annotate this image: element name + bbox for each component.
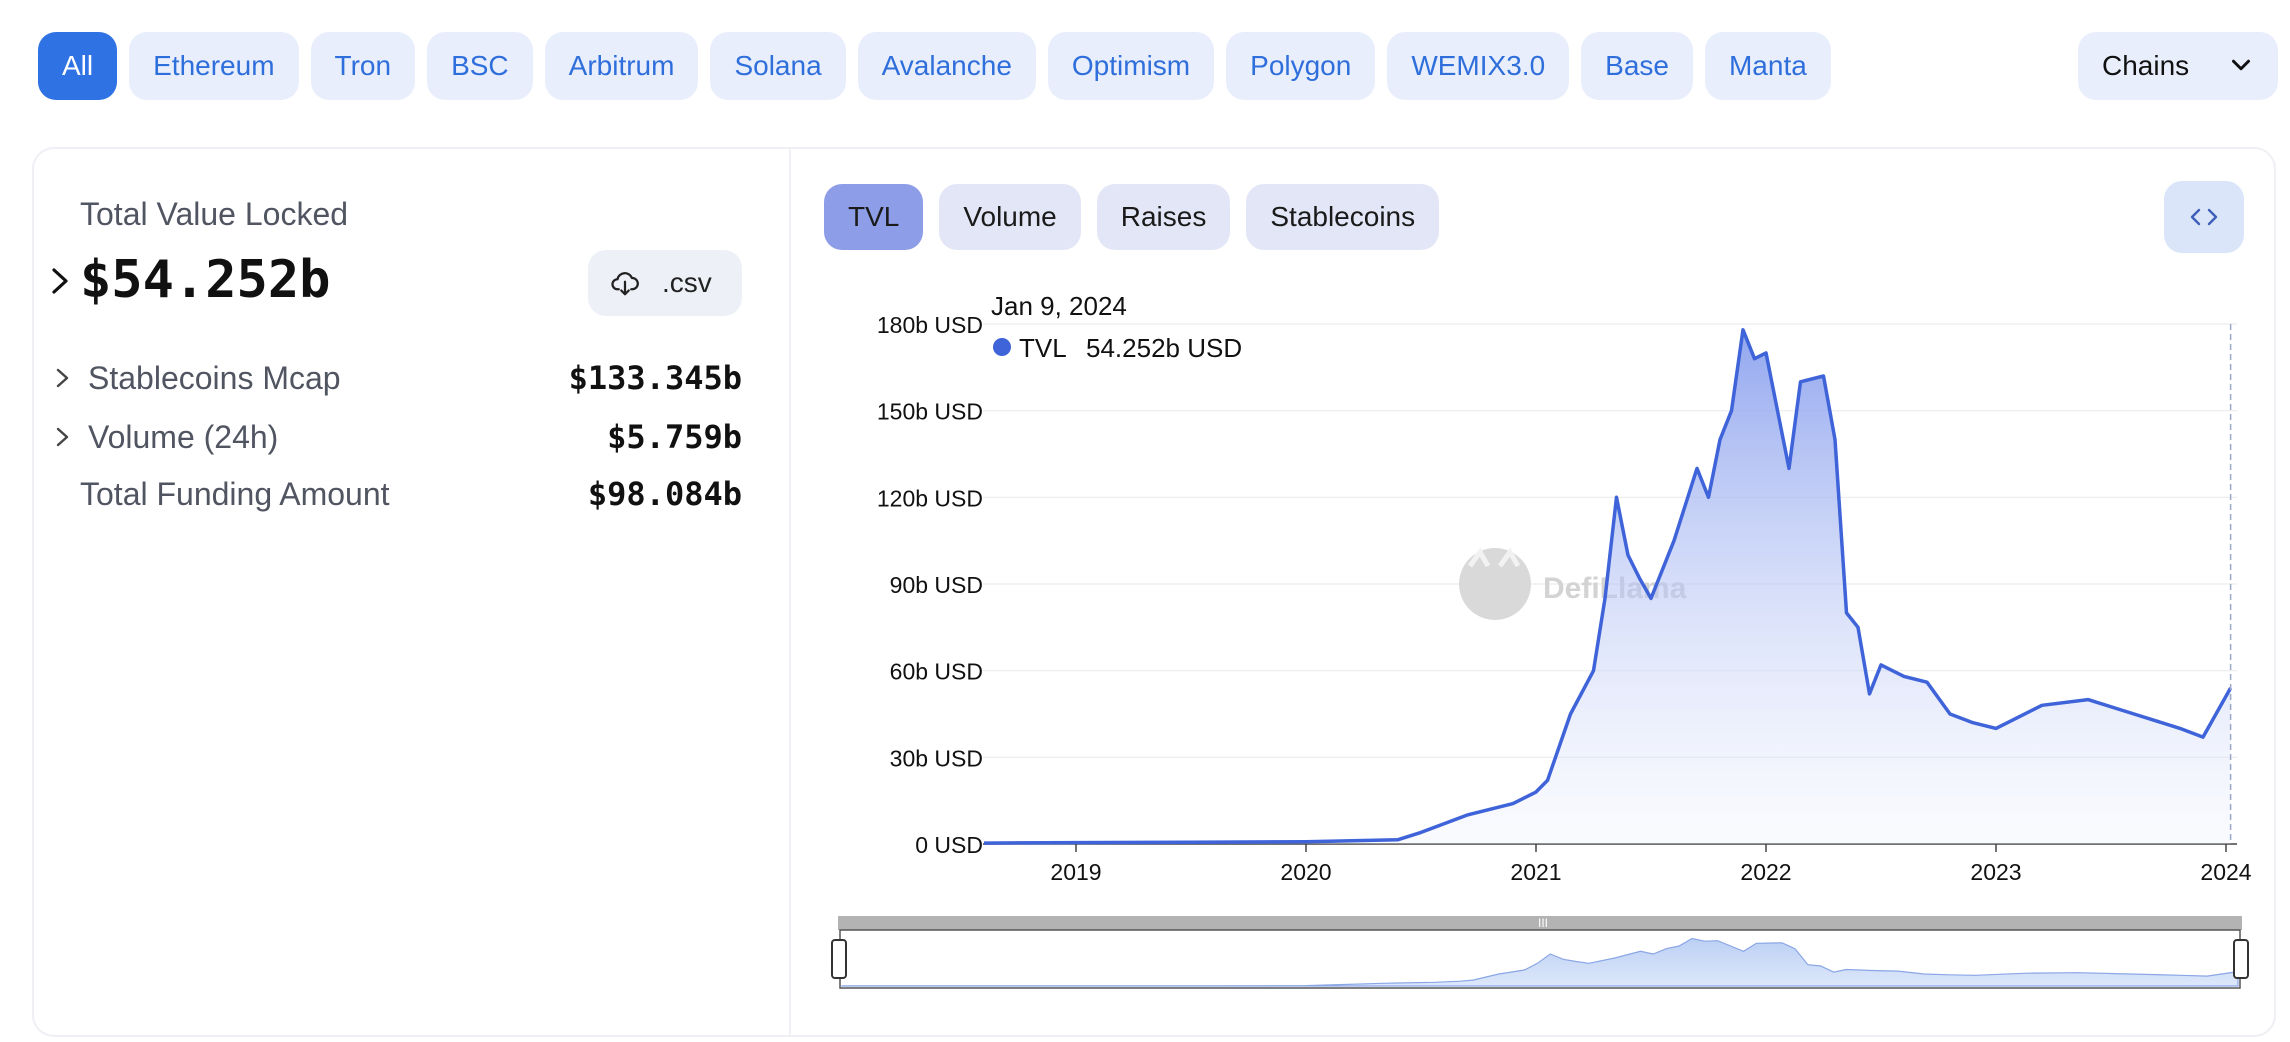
stat-label: Total Funding Amount — [80, 475, 390, 512]
stat-label: Stablecoins Mcap — [88, 359, 341, 396]
chain-filter-optimism[interactable]: Optimism — [1047, 32, 1215, 100]
chain-filter-tron[interactable]: Tron — [310, 32, 416, 100]
chevron-down-icon — [2232, 59, 2250, 71]
csv-download-button[interactable]: .csv — [588, 250, 742, 316]
stat-row-stablecoins[interactable]: Stablecoins Mcap $133.345b — [54, 356, 742, 400]
chain-filter-solana[interactable]: Solana — [710, 32, 846, 100]
chain-filter-avalanche[interactable]: Avalanche — [857, 32, 1036, 100]
chain-filter-bar: All Ethereum Tron BSC Arbitrum Solana Avalanch… — [38, 32, 1831, 100]
chain-filter-manta[interactable]: Manta — [1704, 32, 1831, 100]
stat-value: $133.345b — [568, 359, 742, 397]
tvl-value: $54.252b — [80, 250, 331, 310]
chain-filter-bsc[interactable]: BSC — [427, 32, 533, 100]
csv-label: .csv — [662, 267, 712, 298]
stat-row-funding: Total Funding Amount $98.084b — [80, 472, 742, 516]
tab-volume[interactable]: Volume — [939, 184, 1081, 250]
chain-filter-base[interactable]: Base — [1581, 32, 1693, 100]
chain-filter-all[interactable]: All — [38, 32, 118, 100]
embed-button[interactable] — [2164, 181, 2244, 253]
code-icon — [2190, 208, 2218, 226]
chevron-right-icon — [56, 427, 69, 447]
chains-dropdown-label: Chains — [2102, 50, 2190, 81]
chain-filter-wemix3-0[interactable]: WEMIX3.0 — [1387, 32, 1570, 100]
stat-row-volume[interactable]: Volume (24h) $5.759b — [54, 415, 742, 459]
tab-tvl[interactable]: TVL — [824, 184, 924, 250]
tab-stablecoins[interactable]: Stablecoins — [1246, 184, 1440, 250]
chevron-right-icon[interactable] — [50, 266, 72, 296]
tvl-label: Total Value Locked — [80, 196, 349, 232]
panel-divider — [789, 149, 791, 1037]
overview-card — [32, 147, 2276, 1037]
chain-filter-ethereum[interactable]: Ethereum — [129, 32, 299, 100]
chain-filter-polygon[interactable]: Polygon — [1226, 32, 1376, 100]
chain-filter-arbitrum[interactable]: Arbitrum — [544, 32, 699, 100]
tab-raises[interactable]: Raises — [1096, 184, 1231, 250]
chains-dropdown[interactable]: Chains — [2078, 32, 2278, 100]
stat-value: $98.084b — [587, 475, 742, 513]
chevron-right-icon — [56, 368, 69, 388]
cloud-download-icon — [611, 272, 639, 296]
stat-value: $5.759b — [607, 418, 742, 456]
chart-tabs: TVL Volume Raises Stablecoins — [824, 184, 1440, 250]
stat-label: Volume (24h) — [88, 418, 279, 455]
